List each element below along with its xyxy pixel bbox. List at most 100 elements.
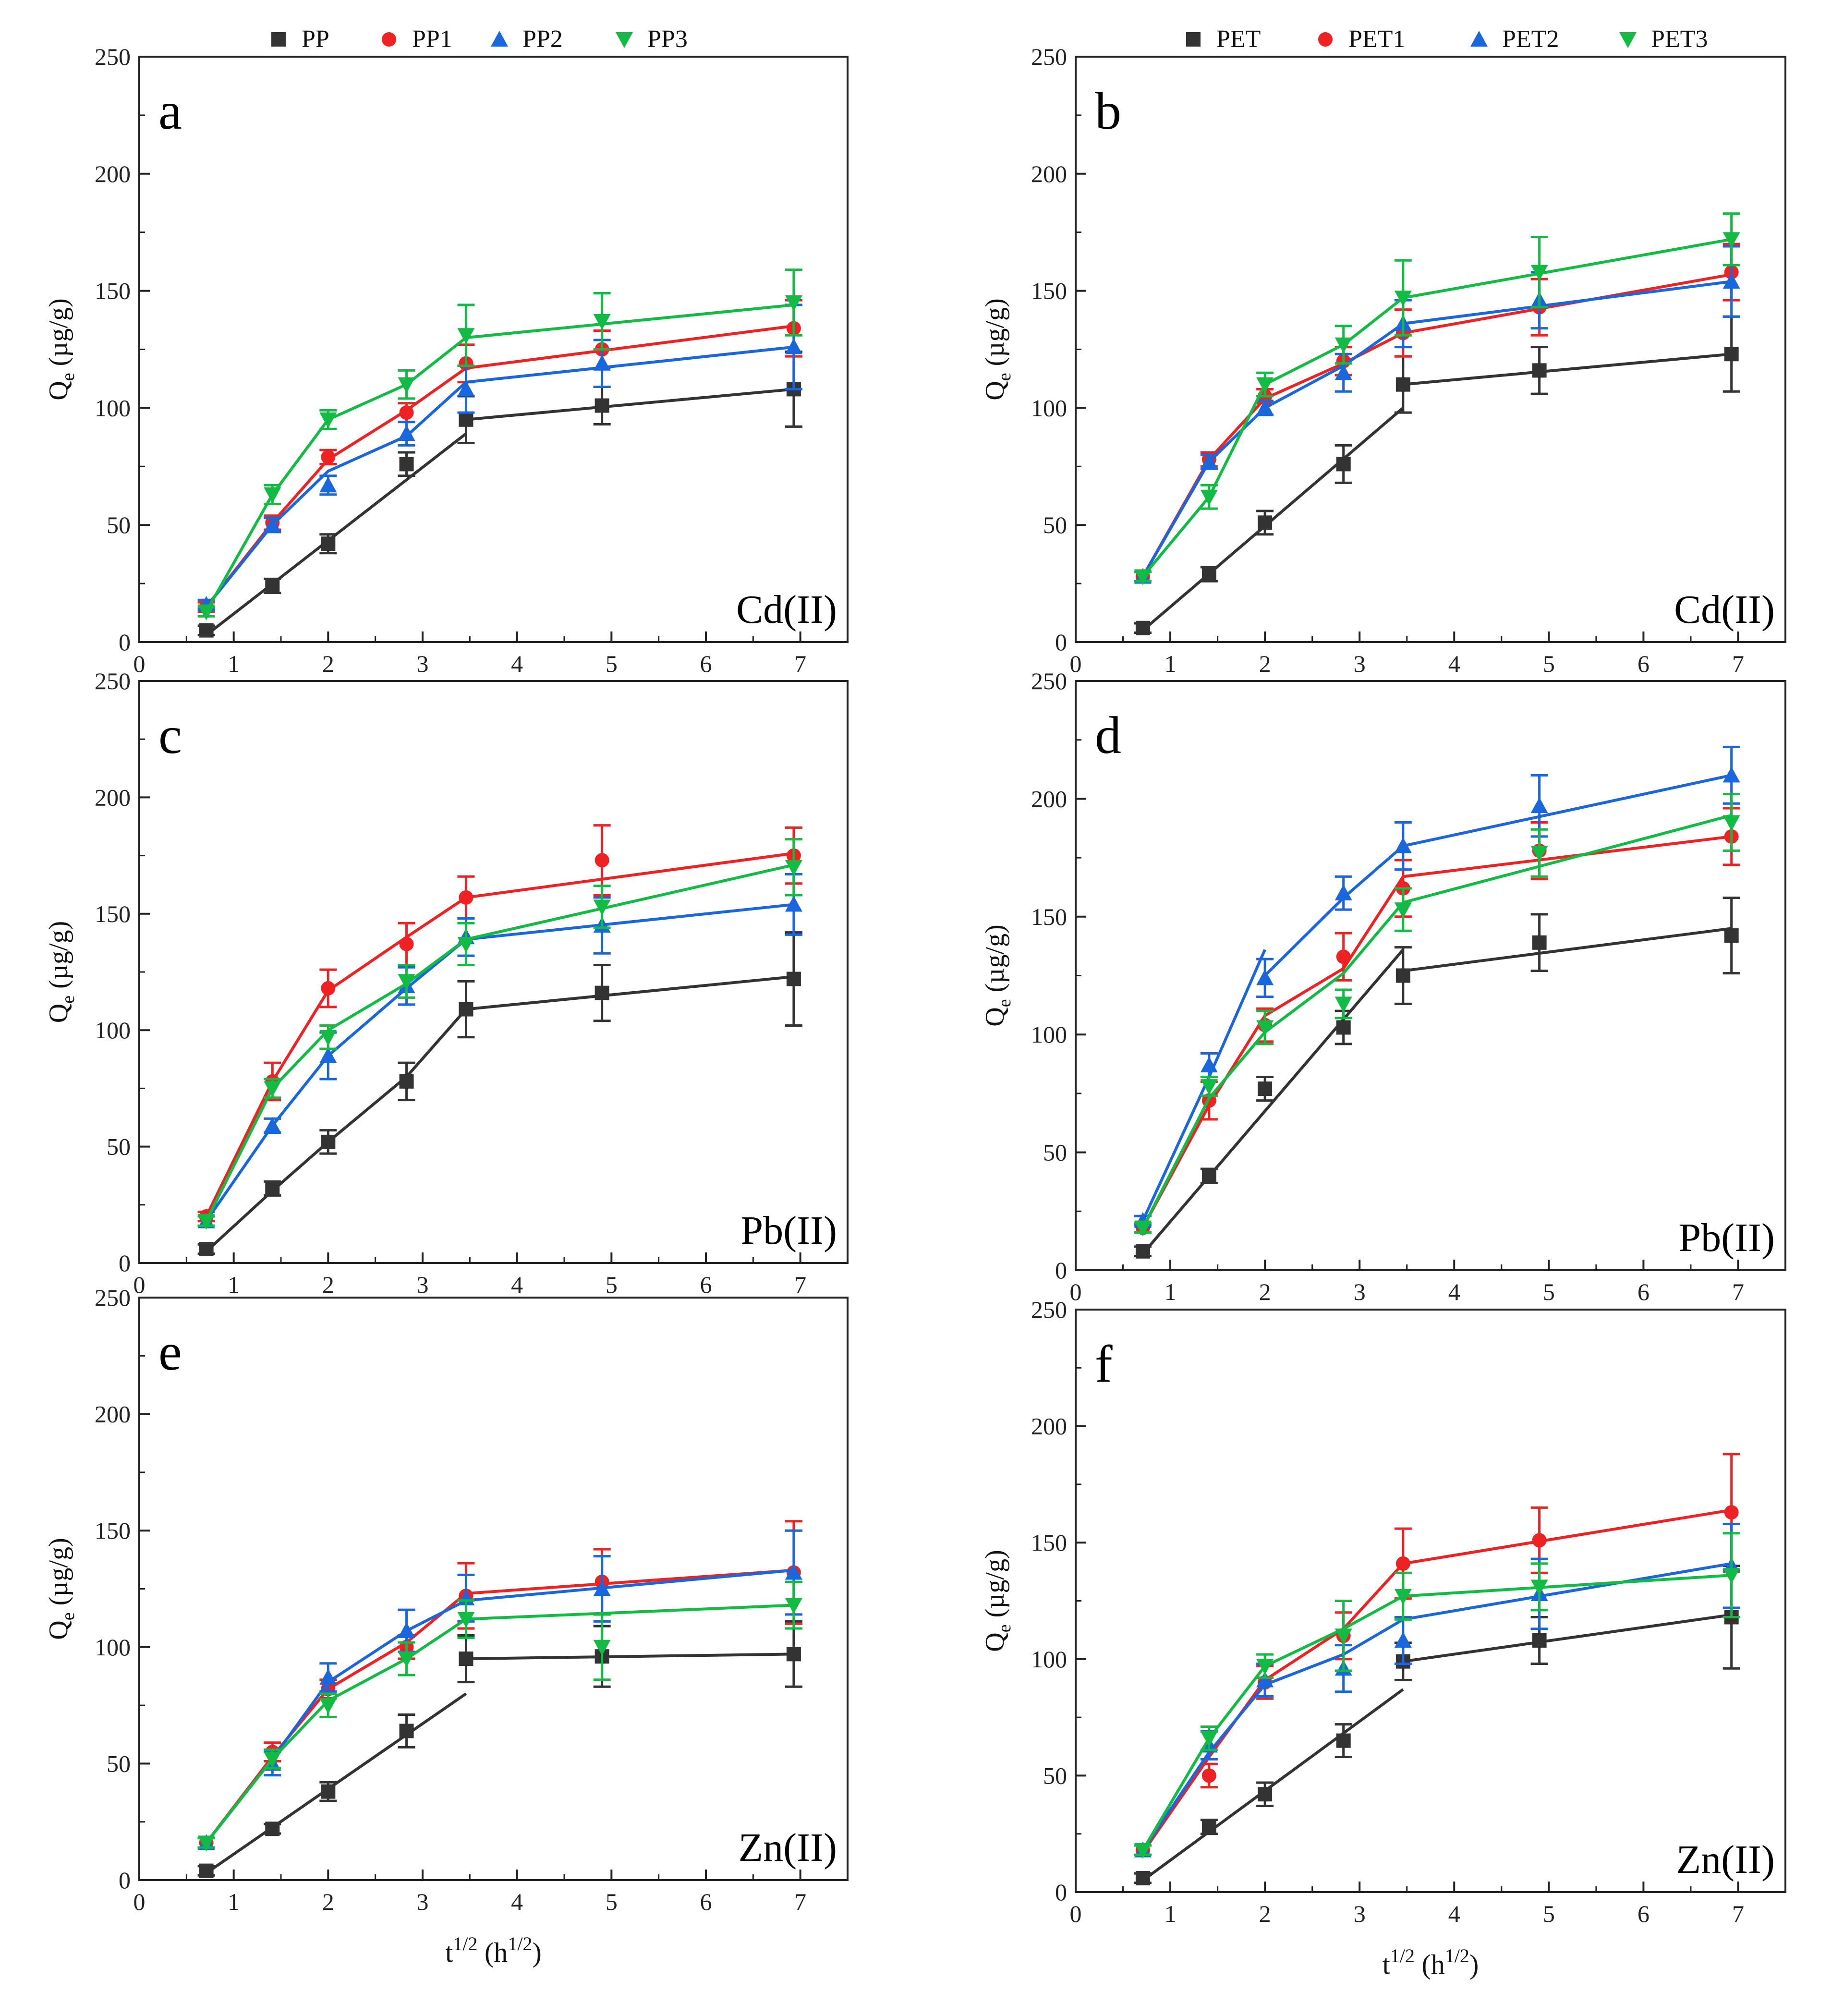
metal-label: Pb(II) (740, 1208, 837, 1253)
data-point (321, 536, 336, 551)
x-tick-label: 2 (1259, 1900, 1271, 1927)
data-point (1336, 949, 1351, 964)
legend-marker (491, 31, 508, 47)
data-point (1724, 928, 1739, 943)
plot-frame (138, 56, 849, 643)
data-point (1530, 846, 1548, 862)
series-PP (197, 931, 802, 1256)
legend-label: PP3 (647, 25, 688, 53)
x-tick-label: 5 (606, 1271, 618, 1298)
data-point (593, 1580, 611, 1596)
fit-line-fit1 (1141, 1562, 1405, 1854)
fit-line-fit2 (466, 851, 794, 899)
y-axis-label: Qe (µg/g) (980, 298, 1015, 400)
legend-item-PP1: PP1 (382, 25, 452, 53)
data-point (1334, 364, 1352, 380)
data-point (319, 1698, 337, 1714)
legend-item-PP3: PP3 (616, 25, 688, 53)
y-axis-label: Qe (µg/g) (44, 921, 78, 1023)
x-tick-label: 1 (228, 1888, 240, 1915)
data-point (264, 516, 281, 533)
y-tick-label: 50 (107, 1133, 131, 1160)
x-tick-label: 6 (1638, 1900, 1650, 1927)
y-tick-label: 150 (1031, 903, 1067, 930)
data-point (321, 981, 336, 996)
x-tick-label: 2 (322, 650, 334, 677)
legend-marker (271, 32, 286, 47)
metal-label: Zn(II) (1676, 1837, 1775, 1882)
fit-line-fit1 (1141, 1595, 1404, 1851)
fit-line-fit2 (466, 1603, 794, 1621)
x-tick-label: 7 (1732, 650, 1744, 677)
y-tick-label: 250 (95, 43, 131, 70)
x-tick-label: 4 (1448, 1900, 1460, 1927)
plot-frame (1075, 56, 1786, 643)
x-tick-label: 6 (700, 650, 712, 677)
series-PP3 (197, 1580, 802, 1852)
series-PET3 (1134, 793, 1740, 1237)
data-point (785, 896, 802, 912)
y-tick-label: 250 (1031, 43, 1067, 70)
data-point (197, 604, 215, 620)
data-point (459, 890, 473, 905)
series-PET1 (1134, 807, 1740, 1235)
data-point (1200, 453, 1218, 469)
fit-line-fit1 (1141, 322, 1404, 578)
data-point (399, 1074, 414, 1089)
y-tick-label: 0 (119, 629, 131, 656)
y-axis-label: Qe (µg/g) (980, 1550, 1015, 1652)
legend-label: PET2 (1502, 25, 1559, 53)
data-point (199, 1863, 214, 1878)
data-point (1200, 1079, 1218, 1095)
data-point (398, 1652, 415, 1668)
data-point (399, 405, 414, 420)
data-point (785, 338, 802, 354)
x-tick-label: 4 (1448, 1278, 1460, 1305)
data-point (321, 1784, 336, 1799)
fit-line-fit2 (1403, 927, 1732, 972)
y-tick-label: 50 (1043, 511, 1067, 538)
data-point (1336, 1020, 1351, 1035)
y-tick-label: 0 (1055, 1257, 1067, 1284)
data-point (1724, 1505, 1739, 1520)
fit-line-fit2 (1403, 352, 1732, 386)
fit-line-fit2 (465, 863, 794, 941)
x-tick-label: 0 (1070, 1900, 1082, 1927)
data-point (1256, 377, 1274, 393)
fit-line-fit2 (1403, 835, 1732, 878)
fit-line-fit2 (1403, 1613, 1732, 1663)
legend-marker (1619, 32, 1637, 48)
data-point (1532, 1633, 1547, 1648)
x-tick-label: 7 (794, 1271, 806, 1298)
y-tick-label: 250 (95, 1284, 131, 1311)
series-PET3 (1134, 1532, 1740, 1859)
series-PP2 (197, 1529, 802, 1850)
series-PP3 (197, 268, 802, 620)
data-point (1395, 1556, 1410, 1571)
series-PP3 (197, 838, 802, 1230)
data-point (1723, 273, 1740, 289)
fit-line-fit2 (1403, 1508, 1732, 1565)
fit-line-fit2 (466, 1568, 794, 1602)
data-point (1394, 837, 1412, 853)
x-tick-label: 6 (1638, 1278, 1650, 1305)
data-point (594, 985, 609, 1000)
fit-line-fit1 (205, 381, 467, 608)
data-point (1135, 1244, 1150, 1259)
y-tick-label: 150 (95, 900, 131, 927)
data-point (1532, 363, 1547, 378)
fit-line-fit2 (466, 903, 794, 941)
data-point (321, 449, 336, 464)
x-tick-label: 0 (133, 650, 146, 677)
data-point (1135, 1870, 1150, 1885)
x-tick-label: 4 (511, 650, 523, 677)
data-point (264, 1751, 281, 1768)
legend-marker (616, 32, 633, 48)
fit-line-fit2 (1403, 774, 1732, 848)
plot-frame (1075, 1309, 1786, 1893)
x-tick-label: 5 (606, 1888, 618, 1915)
x-tick-label: 6 (700, 1888, 712, 1915)
data-point (319, 1047, 337, 1063)
data-point (1395, 968, 1410, 983)
